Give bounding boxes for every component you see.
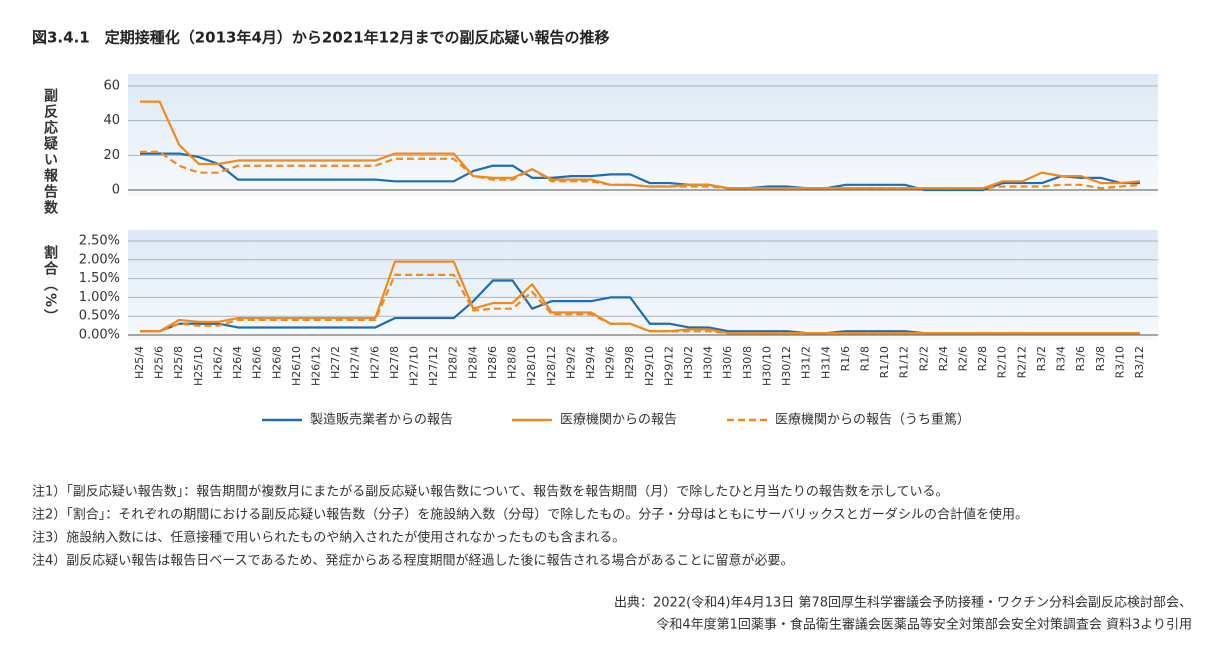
note: 注4）副反応疑い報告は報告日ベースであるため、発症からある程度期間が経過した後に… bbox=[32, 553, 794, 569]
x-tick-label: H29/12 bbox=[662, 346, 675, 386]
y-tick-label: 1.00% bbox=[79, 290, 120, 305]
x-tick-label: H31/4 bbox=[819, 346, 832, 379]
x-tick-label: R1/8 bbox=[858, 346, 871, 371]
x-tick-label: H25/4 bbox=[133, 346, 146, 379]
x-tick-label: R3/12 bbox=[1133, 346, 1146, 378]
x-tick-label: H26/10 bbox=[290, 346, 303, 386]
x-tick-label: H27/4 bbox=[349, 346, 362, 379]
series-line bbox=[140, 150, 1141, 190]
x-tick-label: R3/6 bbox=[1074, 346, 1087, 371]
y-tick-label: 20 bbox=[103, 148, 120, 163]
x-tick-label: H27/2 bbox=[329, 346, 342, 379]
x-tick-label: H26/4 bbox=[231, 346, 244, 379]
x-tick-label: R1/10 bbox=[878, 346, 891, 378]
x-tick-label: H26/12 bbox=[309, 346, 322, 386]
y-tick-label: 0.50% bbox=[79, 309, 120, 324]
x-tick-label: H26/8 bbox=[270, 346, 283, 379]
x-tick-label: H30/12 bbox=[780, 346, 793, 386]
x-tick-label: H30/4 bbox=[702, 346, 715, 379]
x-tick-label: H30/8 bbox=[741, 346, 754, 379]
y-tick-label: 40 bbox=[103, 113, 120, 128]
x-tick-label: H27/6 bbox=[368, 346, 381, 379]
series-line bbox=[140, 273, 1140, 335]
y-axis-title: 副反応疑い報告数 bbox=[42, 88, 58, 216]
x-tick-label: H29/10 bbox=[643, 346, 656, 386]
note: 注1）「副反応疑い報告数」：報告期間が複数月にまたがる副反応疑い報告数について、… bbox=[32, 484, 948, 500]
x-tick-label: R3/2 bbox=[1035, 346, 1048, 371]
source: 出典：2022(令和4)年4月13日 第78回厚生科学審議会予防接種・ワクチン分… bbox=[614, 595, 1192, 611]
x-tick-label: H28/4 bbox=[466, 346, 479, 379]
x-tick-label: R2/2 bbox=[917, 346, 930, 371]
x-tick-label: R1/12 bbox=[898, 346, 911, 378]
x-tick-label: R2/4 bbox=[937, 346, 950, 371]
x-tick-label: H25/6 bbox=[153, 346, 166, 379]
x-tick-label: R2/12 bbox=[1015, 346, 1028, 378]
x-tick-label: R3/8 bbox=[1094, 346, 1107, 371]
x-tick-label: R2/8 bbox=[976, 346, 989, 371]
x-tick-label: H28/8 bbox=[506, 346, 519, 379]
x-tick-label: R2/10 bbox=[996, 346, 1009, 378]
note: 注3）施設納入数には、任意接種で用いられたものや納入されたが使用されなかったもの… bbox=[32, 530, 625, 546]
x-tick-label: R2/6 bbox=[957, 346, 970, 371]
x-tick-label: H28/2 bbox=[447, 346, 460, 379]
x-tick-label: H29/8 bbox=[623, 346, 636, 379]
x-tick-label: H30/6 bbox=[721, 346, 734, 379]
legend-label: 医療機関からの報告 bbox=[560, 413, 677, 428]
plot-bg bbox=[128, 74, 1158, 196]
x-tick-label: H26/6 bbox=[251, 346, 264, 379]
y-tick-label: 1.50% bbox=[79, 271, 120, 286]
x-tick-label: H26/2 bbox=[211, 346, 224, 379]
x-tick-label: H25/10 bbox=[192, 346, 205, 386]
y-tick-label: 0 bbox=[112, 183, 120, 198]
chart-title: 図3.4.1 定期接種化（2013年4月）から2021年12月までの副反応疑い報… bbox=[32, 29, 610, 47]
x-tick-label: H29/2 bbox=[564, 346, 577, 379]
x-tick-label: H31/2 bbox=[800, 346, 813, 379]
source: 令和4年度第1回薬事・食品衛生審議会医薬品等安全対策部会安全対策調査会 資料3よ… bbox=[656, 617, 1192, 633]
plot-bg bbox=[128, 230, 1158, 340]
legend-label: 医療機関からの報告（うち重篤） bbox=[775, 412, 970, 428]
x-tick-label: R1/6 bbox=[839, 346, 852, 371]
y-tick-label: 2.00% bbox=[79, 252, 120, 267]
x-tick-label: H27/10 bbox=[408, 346, 421, 386]
y-tick-label: 0.00% bbox=[79, 328, 120, 343]
y-tick-label: 2.50% bbox=[79, 234, 120, 249]
note: 注2）「割合」：それぞれの期間における副反応疑い報告数（分子）を施設納入数（分母… bbox=[32, 507, 1028, 523]
x-tick-label: H27/12 bbox=[427, 346, 440, 386]
x-tick-label: R3/10 bbox=[1113, 346, 1126, 378]
y-tick-label: 60 bbox=[103, 79, 120, 94]
x-tick-label: H28/10 bbox=[525, 346, 538, 386]
series-line bbox=[140, 152, 1140, 192]
x-tick-label: H28/12 bbox=[545, 346, 558, 386]
x-tick-label: H27/8 bbox=[388, 346, 401, 379]
y-axis-title: 割合（%） bbox=[42, 244, 59, 325]
x-tick-label: H29/6 bbox=[604, 346, 617, 379]
x-tick-label: H25/8 bbox=[172, 346, 185, 379]
x-tick-label: H28/6 bbox=[486, 346, 499, 379]
x-tick-label: R3/4 bbox=[1055, 346, 1068, 371]
x-tick-label: H30/2 bbox=[682, 346, 695, 379]
x-tick-label: H29/4 bbox=[584, 346, 597, 379]
legend-label: 製造販売業者からの報告 bbox=[310, 412, 453, 428]
x-tick-label: H30/10 bbox=[760, 346, 773, 386]
